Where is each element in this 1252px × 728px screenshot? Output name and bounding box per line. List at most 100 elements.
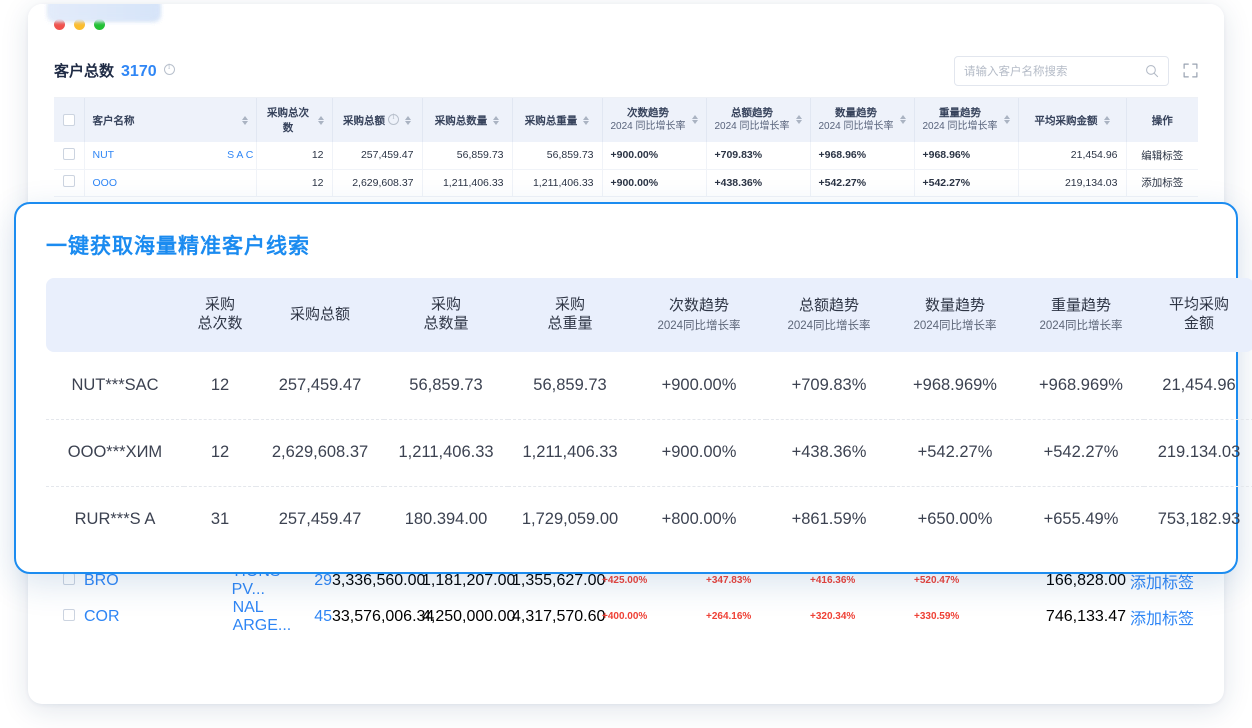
window-close-dot[interactable] [54, 18, 65, 30]
th-purchase-qty[interactable]: 采购总数量 [422, 98, 513, 142]
row-checkbox[interactable] [63, 572, 75, 585]
th-avg-amount[interactable]: 平均采购金额 [1018, 98, 1127, 142]
feature-th-main: 平均采购 金额 [1148, 296, 1250, 334]
fullscreen-icon[interactable] [1183, 63, 1198, 78]
feature-purchase-qty: 1,211,406.33 [384, 419, 508, 487]
sort-icon[interactable] [405, 115, 411, 125]
feature-trend-count: +900.00% [632, 352, 766, 420]
feature-th-sub: 2024同比增长率 [657, 320, 741, 333]
table-row[interactable]: OOO 12 2,629,608.37 1,211,406.33 1,211,406.3… [50, 4, 1198, 197]
sort-icon[interactable] [1003, 115, 1010, 125]
feature-th-sub: 2024同比增长率 [913, 320, 997, 333]
purchase-amount-cell: 2,629,608.37 [332, 169, 423, 197]
th-trend-amount[interactable]: 总额趋势 2024 同比增长率 [706, 98, 811, 142]
purchase-qty-cell: 1,181,207.00 [422, 571, 516, 589]
th-label: 采购总次数 [267, 107, 309, 134]
customer-name-prefix: OOO [92, 176, 118, 189]
trend-amount-cell: +709.83% [706, 142, 811, 170]
row-action-button[interactable]: 添加标签 [1129, 610, 1194, 628]
feature-table-row: OOO***ХИМ 12 2,629,608.37 1,211,406.33 1,211… [46, 419, 1252, 487]
trend-amount-cell: +264.16% [706, 611, 752, 622]
th-label: 采购总重量 [524, 114, 578, 127]
search-input[interactable]: 请输入客户名称搜索 [954, 55, 1169, 86]
th-purchase-weight[interactable]: 采购总重量 [512, 98, 603, 142]
row-action-button[interactable]: 添加标签 [1126, 169, 1198, 197]
customers-table: 客户名称 采购总次数 采购总额 [50, 4, 1198, 197]
feature-card-title: 一键获取海量精准客户线索 [46, 235, 310, 258]
row-action-button[interactable]: 编辑标签 [1126, 142, 1198, 170]
purchase-weight-cell: 1,355,627.00 [512, 571, 606, 589]
table-row[interactable]: COR NAL ARGE... 45 33,576,006.34 4,250,000.0… [50, 4, 1198, 635]
feature-trend-amount: +861.59% [791, 510, 867, 529]
feature-purchase-amount: 257,459.47 [256, 352, 384, 420]
feature-th-main: 采购 总数量 [388, 296, 504, 334]
feature-trend-qty: +542.27% [892, 419, 1018, 487]
trend-amount-cell: +347.83% [706, 575, 752, 586]
feature-th-sub: 2024同比增长率 [1039, 320, 1123, 333]
th-label: 次数趋势 [627, 107, 670, 120]
sort-icon[interactable] [899, 115, 906, 125]
select-all-checkbox[interactable] [62, 114, 75, 126]
feature-avg-amount: 219.134.03 [1144, 419, 1252, 487]
search-icon[interactable] [1145, 64, 1159, 78]
feature-th-main: 采购 总次数 [188, 296, 252, 334]
window-minimize-dot[interactable] [74, 18, 85, 30]
th-select-all[interactable] [54, 98, 85, 142]
sort-icon[interactable] [241, 115, 248, 125]
sort-icon[interactable] [795, 115, 802, 125]
purchase-weight-cell: 4,317,570.60 [512, 607, 606, 625]
feature-purchase-weight: 1,211,406.33 [508, 419, 632, 487]
sort-icon[interactable] [691, 115, 698, 125]
feature-avg-amount: 753,182.93 [1157, 510, 1241, 529]
feature-th-1: 采购 总次数 [184, 278, 256, 352]
trend-qty-cell: +416.36% [810, 575, 856, 586]
row-checkbox[interactable] [62, 147, 75, 160]
purchase-qty-cell: 1,211,406.33 [422, 169, 513, 197]
trend-weight-cell: +330.59% [914, 611, 960, 622]
avg-amount-cell: 746,133.47 [1045, 607, 1126, 625]
search-placeholder: 请输入客户名称搜索 [964, 65, 1068, 78]
th-purchase-amount[interactable]: 采购总额 [332, 98, 423, 142]
sort-icon[interactable] [317, 115, 324, 125]
feature-trend-count: +900.00% [632, 419, 766, 487]
purchase-qty-cell: 4,250,000.00 [422, 607, 516, 625]
table-row[interactable]: BROTIONS PV...293,336,560.001,181,207.00… [50, 4, 1198, 599]
feature-th-line1: 总额趋势 [798, 296, 859, 314]
sort-icon[interactable] [1103, 115, 1110, 125]
row-checkbox-cell[interactable] [54, 599, 84, 635]
feature-trend-qty: +650.00% [917, 510, 993, 529]
info-circle-icon[interactable] [388, 112, 399, 125]
th-label: 采购总额 [343, 114, 385, 127]
row-checkbox[interactable] [63, 608, 75, 621]
customer-name-cell[interactable]: OOO [50, 4, 257, 197]
feature-th-7: 数量趋势 2024同比增长率 [892, 278, 1018, 352]
th-label: 重量趋势 [939, 107, 982, 120]
row-checkbox-cell[interactable] [54, 169, 85, 197]
feature-table-row: NUT***SAC 12 257,459.47 56,859.73 56,859.73 +… [46, 352, 1252, 420]
sort-icon[interactable] [493, 115, 500, 125]
th-trend-count[interactable]: 次数趋势 2024 同比增长率 [602, 98, 707, 142]
trend-count-cell: +900.00% [602, 142, 707, 170]
page-title: 客户总数 3170 [54, 60, 175, 81]
row-action-button[interactable]: 添加标签 [1129, 574, 1194, 592]
feature-th-main: 数量趋势 [896, 297, 1014, 316]
table-row[interactable]: NUT S A C 12 257,459.47 56,859.73 56,859.73 +9… [50, 4, 1198, 170]
th-purchase-count[interactable]: 采购总次数 [256, 98, 333, 142]
th-trend-qty[interactable]: 数量趋势 2024 同比增长率 [810, 98, 915, 142]
row-checkbox[interactable] [62, 175, 75, 187]
row-checkbox-cell[interactable] [54, 142, 85, 170]
purchase-count-cell: 12 [256, 169, 333, 197]
customer-name-cell[interactable]: NUT S A C [50, 4, 257, 170]
sort-icon[interactable] [583, 115, 590, 125]
feature-trend-weight: +968.969% [1018, 352, 1144, 420]
feature-th-line1: 重量趋势 [1050, 296, 1111, 314]
feature-trend-weight: +542.27% [1018, 419, 1144, 487]
redaction-blur [50, 4, 158, 19]
customer-name-cell[interactable]: COR NAL ARGE... [50, 4, 291, 635]
th-customer-name[interactable]: 客户名称 [84, 98, 257, 142]
feature-th-main: 采购总额 [260, 306, 380, 325]
th-trend-weight[interactable]: 重量趋势 2024 同比增长率 [914, 98, 1019, 142]
trend-qty-cell: +542.27% [810, 169, 915, 197]
window-maximize-dot[interactable] [94, 18, 105, 30]
info-circle-icon[interactable] [163, 62, 175, 75]
